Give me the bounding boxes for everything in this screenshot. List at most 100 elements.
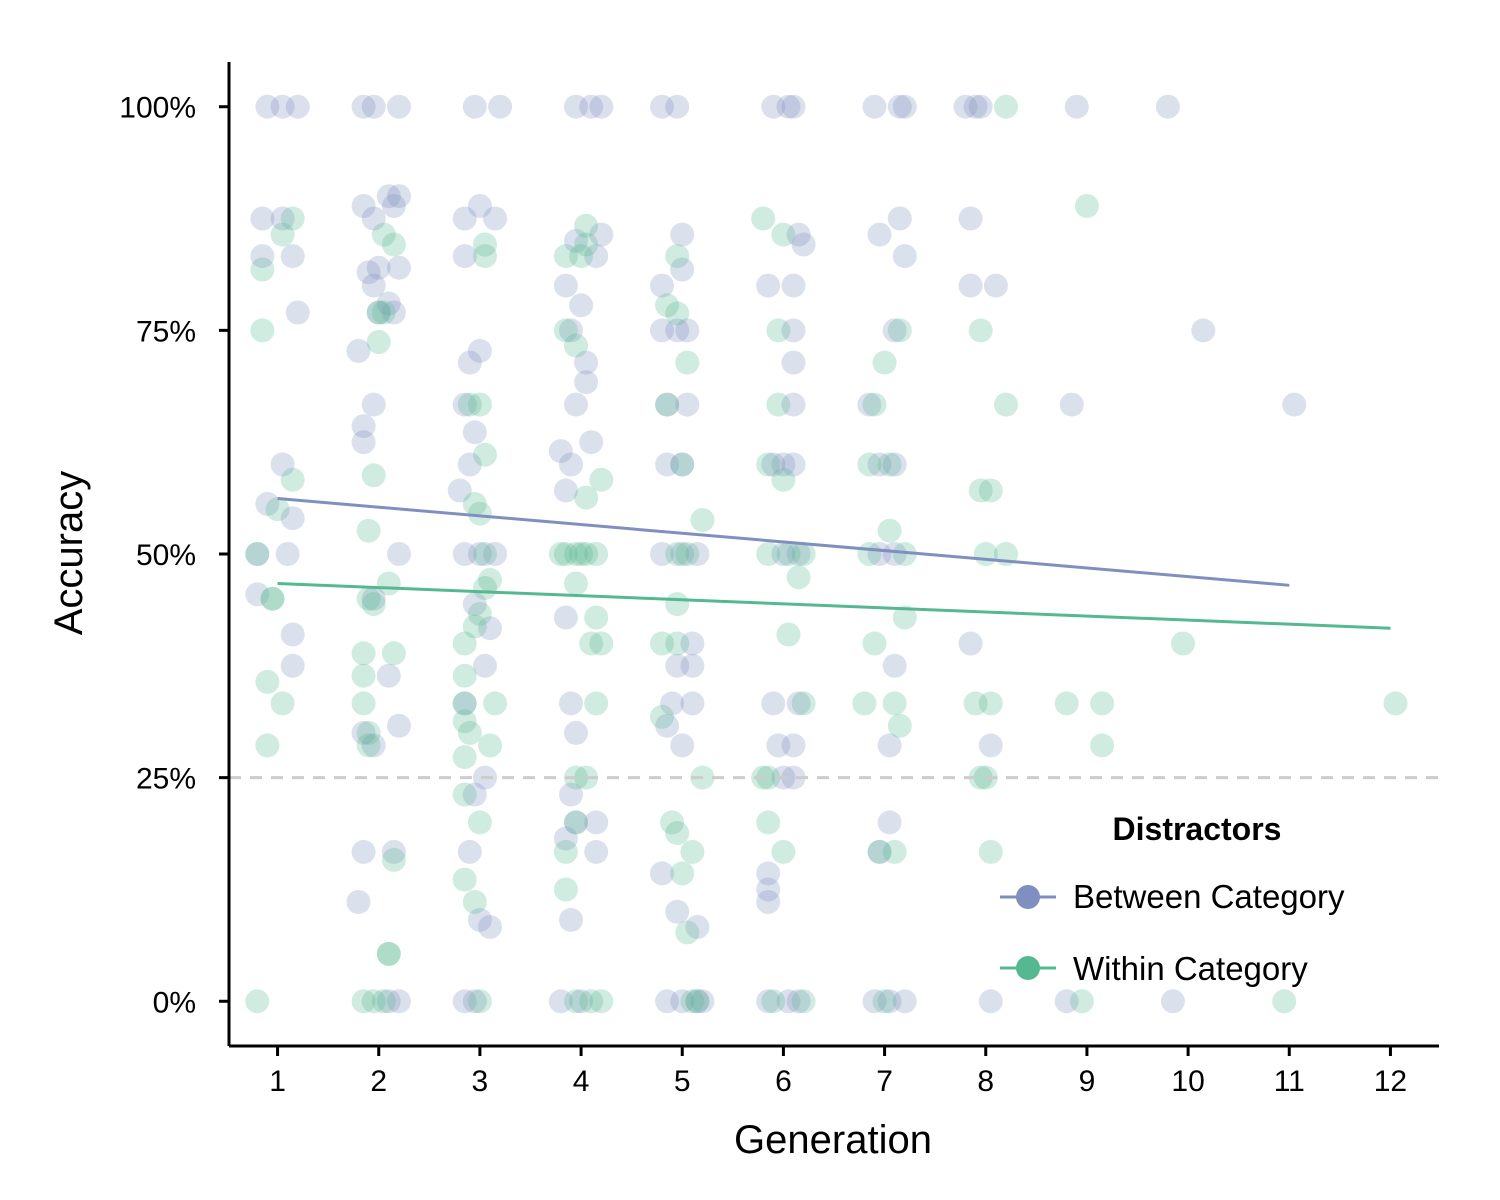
data-point — [467, 810, 492, 835]
data-point — [280, 467, 305, 492]
data-point — [559, 691, 583, 716]
data-point — [548, 989, 573, 1014]
data-point — [280, 506, 305, 531]
data-point — [963, 691, 988, 716]
data-point — [376, 571, 401, 596]
data-point — [462, 989, 487, 1014]
data-point — [978, 733, 1003, 758]
data-point — [361, 392, 386, 417]
y-tick-label: 0% — [153, 986, 196, 1019]
data-point — [260, 586, 285, 611]
data-point — [462, 94, 487, 119]
data-point — [346, 338, 371, 363]
data-point — [356, 720, 381, 745]
data-point — [776, 989, 801, 1014]
data-point — [478, 616, 502, 641]
data-point — [356, 518, 381, 543]
data-point — [892, 542, 917, 566]
data-point — [351, 720, 376, 745]
data-point — [771, 839, 796, 864]
data-point — [452, 867, 477, 892]
data-point — [564, 94, 588, 119]
data-point — [376, 941, 401, 966]
data-point — [574, 485, 599, 510]
data-point — [781, 94, 806, 119]
data-point — [771, 542, 796, 566]
data-point — [356, 733, 381, 758]
data-point — [685, 989, 710, 1014]
data-point — [447, 478, 472, 503]
points-layer — [245, 94, 1408, 1014]
data-point — [1074, 194, 1099, 218]
data-point — [675, 542, 700, 566]
data-point — [994, 94, 1018, 119]
data-point — [665, 542, 690, 566]
data-point — [877, 989, 902, 1014]
data-point — [867, 452, 892, 477]
data-point — [579, 430, 604, 455]
x-tick-label: 6 — [775, 1065, 792, 1098]
data-point — [559, 782, 583, 807]
data-point — [665, 301, 690, 326]
data-point — [361, 463, 386, 488]
data-point — [462, 592, 487, 617]
data-point — [756, 877, 781, 902]
data-point — [882, 452, 907, 477]
data-point — [452, 663, 477, 688]
data-point — [473, 576, 497, 600]
data-point — [452, 989, 477, 1014]
data-point — [366, 300, 391, 325]
data-point — [877, 810, 902, 835]
data-point — [978, 691, 1003, 716]
data-point — [351, 663, 376, 688]
data-point — [791, 691, 816, 716]
data-point — [245, 582, 270, 607]
data-point — [776, 622, 801, 647]
data-point — [953, 94, 978, 119]
data-point — [958, 273, 983, 298]
data-point — [569, 542, 594, 566]
data-point — [675, 318, 700, 343]
data-point — [1171, 631, 1195, 656]
data-point — [867, 222, 892, 247]
data-point — [245, 542, 270, 566]
data-point — [250, 257, 275, 282]
data-point — [650, 318, 674, 343]
legend-marker-within — [1016, 956, 1040, 980]
data-point — [862, 94, 887, 119]
data-point — [376, 941, 401, 966]
data-point — [579, 631, 604, 656]
data-point — [553, 877, 578, 902]
data-point — [346, 890, 371, 914]
data-point — [361, 989, 386, 1014]
data-point — [255, 94, 280, 119]
legend-label-within: Within Category — [1073, 950, 1308, 987]
data-point — [564, 989, 588, 1014]
data-point — [690, 989, 715, 1014]
data-point — [483, 206, 508, 231]
data-point — [786, 565, 811, 590]
data-point — [381, 847, 406, 872]
trend-line-1 — [277, 582, 1391, 630]
data-point — [771, 452, 796, 477]
data-point — [887, 318, 912, 343]
data-point — [569, 244, 594, 269]
data-point — [690, 508, 715, 532]
data-point — [265, 497, 290, 522]
data-point — [553, 826, 578, 851]
data-point — [756, 989, 781, 1014]
data-point — [781, 733, 806, 758]
data-point — [771, 222, 796, 247]
data-point — [376, 184, 401, 209]
data-point — [756, 810, 781, 835]
data-point — [473, 653, 497, 678]
data-point — [680, 653, 705, 678]
data-point — [387, 713, 411, 738]
data-point — [255, 669, 280, 694]
data-point — [351, 691, 376, 716]
legend-item-between-category: Between Category — [1000, 878, 1345, 915]
data-point — [483, 691, 508, 716]
data-point — [376, 291, 401, 316]
data-point — [351, 194, 376, 218]
data-point — [270, 222, 295, 247]
